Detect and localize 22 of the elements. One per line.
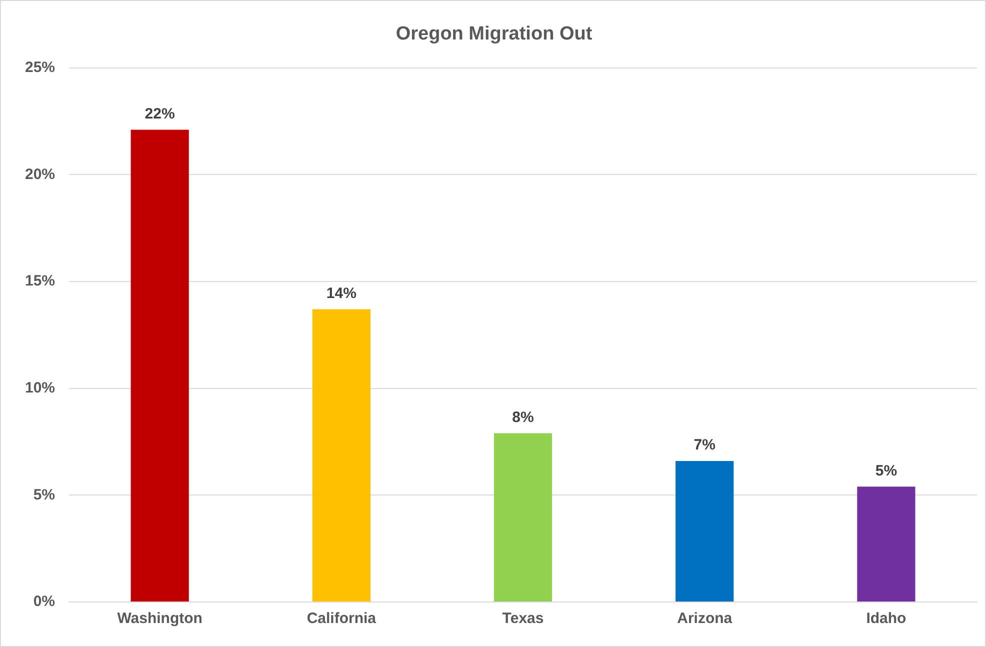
x-tick-label: California — [306, 610, 377, 628]
chart-title: Oregon Migration Out — [396, 24, 593, 45]
y-tick-label: 5% — [33, 486, 56, 504]
data-label: 8% — [512, 408, 534, 426]
bar — [312, 309, 370, 602]
data-label: 22% — [144, 105, 175, 122]
y-tick-label: 15% — [24, 272, 56, 290]
bar — [676, 460, 734, 602]
x-tick-label: Texas — [502, 610, 544, 628]
y-tick-label: 10% — [24, 379, 56, 396]
y-tick-label: 0% — [33, 593, 56, 610]
data-label: 7% — [694, 436, 716, 454]
bar — [494, 433, 552, 602]
x-tick-label: Washington — [117, 610, 202, 628]
bar — [130, 130, 189, 602]
data-label: 5% — [875, 462, 898, 480]
x-tick-label: Arizona — [677, 610, 733, 628]
x-tick-label: Idaho — [866, 610, 906, 628]
bar — [857, 486, 916, 602]
y-tick-label: 20% — [24, 166, 56, 183]
y-tick-label: 25% — [24, 58, 56, 76]
data-label: 14% — [326, 284, 356, 302]
